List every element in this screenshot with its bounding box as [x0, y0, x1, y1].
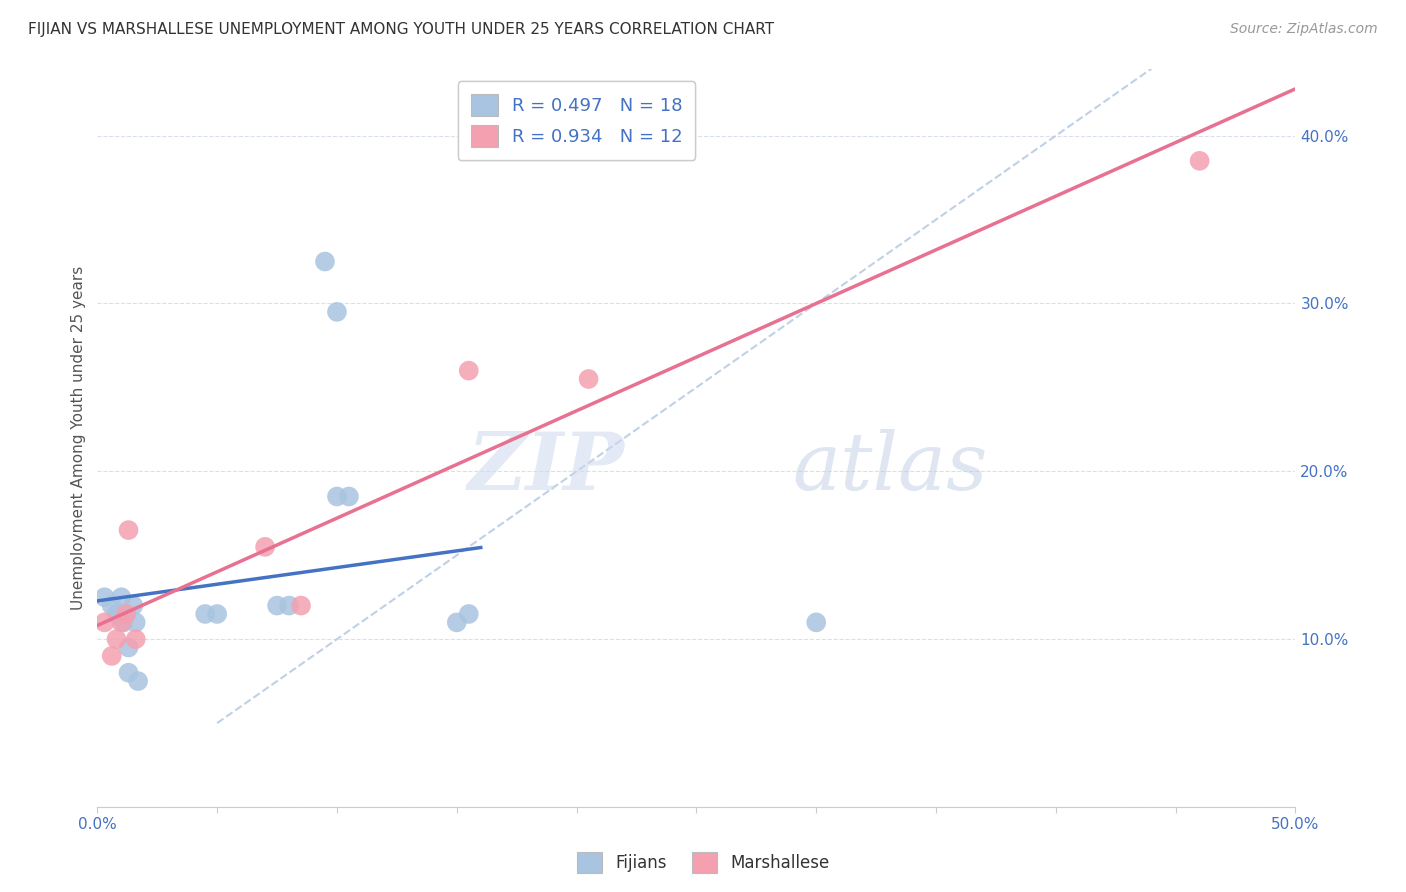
Point — [105, 607, 128, 621]
Point — [108, 607, 131, 621]
Point — [446, 615, 468, 630]
Point — [115, 607, 138, 621]
Point — [117, 665, 139, 680]
Point — [110, 590, 132, 604]
Point — [314, 254, 336, 268]
Point — [457, 363, 479, 377]
Point — [1188, 153, 1211, 168]
Point — [117, 523, 139, 537]
Point — [205, 607, 228, 621]
Point — [100, 599, 122, 613]
Point — [326, 305, 349, 319]
Point — [326, 490, 349, 504]
Point — [93, 590, 115, 604]
Point — [125, 615, 148, 630]
Point — [578, 372, 600, 386]
Point — [266, 599, 288, 613]
Point — [457, 607, 479, 621]
Point — [112, 615, 135, 630]
Text: FIJIAN VS MARSHALLESE UNEMPLOYMENT AMONG YOUTH UNDER 25 YEARS CORRELATION CHART: FIJIAN VS MARSHALLESE UNEMPLOYMENT AMONG… — [28, 22, 775, 37]
Text: Source: ZipAtlas.com: Source: ZipAtlas.com — [1230, 22, 1378, 37]
Point — [122, 599, 145, 613]
Text: ZIP: ZIP — [468, 428, 624, 506]
Point — [100, 648, 122, 663]
Legend: Fijians, Marshallese: Fijians, Marshallese — [569, 846, 837, 880]
Point — [117, 640, 139, 655]
Point — [290, 599, 312, 613]
Point — [127, 674, 149, 689]
Point — [278, 599, 301, 613]
Point — [806, 615, 828, 630]
Text: atlas: atlas — [792, 428, 987, 506]
Point — [105, 632, 128, 647]
Point — [337, 490, 360, 504]
Point — [110, 615, 132, 630]
Point — [93, 615, 115, 630]
Point — [115, 607, 138, 621]
Point — [254, 540, 277, 554]
Y-axis label: Unemployment Among Youth under 25 years: Unemployment Among Youth under 25 years — [72, 266, 86, 610]
Legend: R = 0.497   N = 18, R = 0.934   N = 12: R = 0.497 N = 18, R = 0.934 N = 12 — [458, 81, 696, 160]
Point — [125, 632, 148, 647]
Point — [194, 607, 217, 621]
